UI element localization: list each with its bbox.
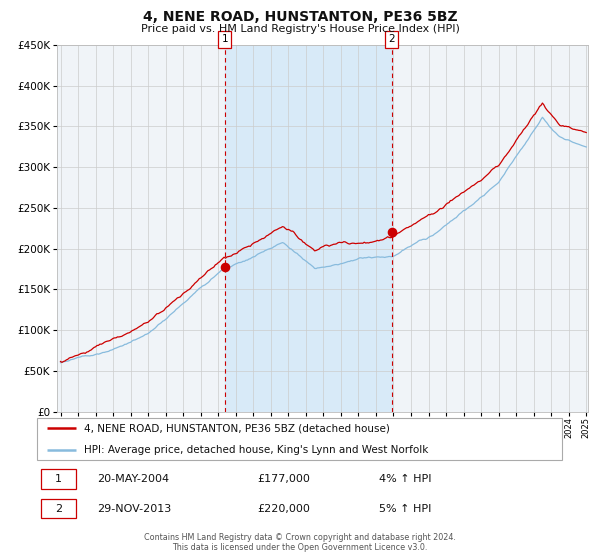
Text: 2: 2 xyxy=(389,34,395,44)
Text: 4, NENE ROAD, HUNSTANTON, PE36 5BZ (detached house): 4, NENE ROAD, HUNSTANTON, PE36 5BZ (deta… xyxy=(83,423,389,433)
Text: 4, NENE ROAD, HUNSTANTON, PE36 5BZ: 4, NENE ROAD, HUNSTANTON, PE36 5BZ xyxy=(143,10,457,24)
Text: Price paid vs. HM Land Registry's House Price Index (HPI): Price paid vs. HM Land Registry's House … xyxy=(140,24,460,34)
Text: 1: 1 xyxy=(55,474,62,484)
FancyBboxPatch shape xyxy=(37,418,562,460)
Text: 2: 2 xyxy=(55,503,62,514)
Text: This data is licensed under the Open Government Licence v3.0.: This data is licensed under the Open Gov… xyxy=(172,543,428,552)
Text: 1: 1 xyxy=(221,34,228,44)
Text: £220,000: £220,000 xyxy=(258,503,311,514)
Text: 4% ↑ HPI: 4% ↑ HPI xyxy=(379,474,432,484)
Text: HPI: Average price, detached house, King's Lynn and West Norfolk: HPI: Average price, detached house, King… xyxy=(83,445,428,455)
Point xyxy=(220,263,230,272)
Text: 20-MAY-2004: 20-MAY-2004 xyxy=(97,474,169,484)
Bar xyxy=(225,45,392,412)
Text: 5% ↑ HPI: 5% ↑ HPI xyxy=(379,503,431,514)
FancyBboxPatch shape xyxy=(41,499,76,518)
Text: £177,000: £177,000 xyxy=(258,474,311,484)
Text: 29-NOV-2013: 29-NOV-2013 xyxy=(97,503,171,514)
Point xyxy=(387,228,397,237)
FancyBboxPatch shape xyxy=(41,469,76,489)
Text: Contains HM Land Registry data © Crown copyright and database right 2024.: Contains HM Land Registry data © Crown c… xyxy=(144,533,456,542)
